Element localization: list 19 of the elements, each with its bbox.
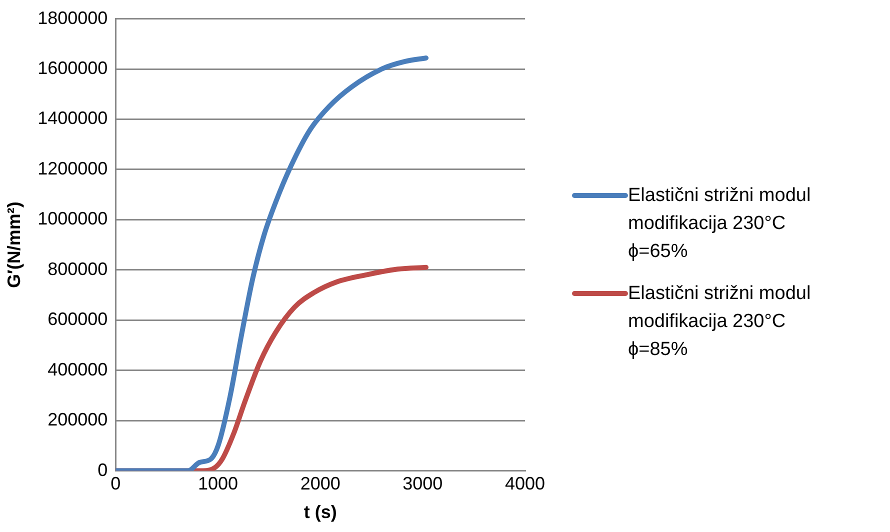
y-tick-label: 0: [98, 460, 108, 480]
y-tick-label: 1000000: [38, 208, 108, 229]
legend-label: Elastični strižni modul modifikacija 230°C ϕ=85%: [628, 282, 812, 362]
x-tick-label: 3000: [402, 474, 443, 494]
y-tick-label: 1800000: [38, 8, 108, 28]
x-tick-label: 1000: [198, 474, 238, 494]
y-tick-label: 1400000: [38, 108, 108, 128]
y-tick-label: 600000: [48, 309, 108, 330]
x-tick-label: 4000: [504, 474, 546, 494]
x-axis-title: t (s): [304, 502, 337, 522]
x-tick-label: 0: [110, 474, 121, 494]
y-tick-label: 400000: [48, 359, 108, 380]
y-tick-label: 1600000: [38, 58, 108, 78]
y-tick-label: 1200000: [38, 158, 108, 178]
x-tick-label: 2000: [300, 474, 340, 494]
y-axis-title: G′(N/mm²): [4, 202, 24, 288]
legend-label: Elastični strižni modul modifikacija 230°C ϕ=65%: [628, 184, 812, 264]
y-tick-label: 800000: [48, 258, 108, 279]
y-tick-label: 200000: [48, 410, 108, 430]
